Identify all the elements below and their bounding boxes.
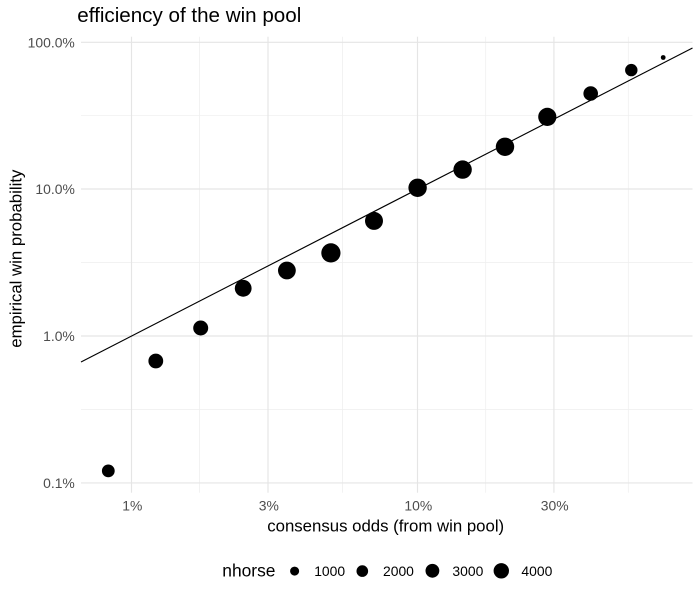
svg-text:10%: 10% <box>404 497 432 513</box>
svg-text:efficiency of the win pool: efficiency of the win pool <box>77 4 301 27</box>
svg-text:consensus odds (from win pool): consensus odds (from win pool) <box>267 516 504 535</box>
svg-text:30%: 30% <box>541 497 569 513</box>
svg-text:nhorse: nhorse <box>222 560 275 580</box>
svg-text:1000: 1000 <box>314 563 345 579</box>
svg-text:3000: 3000 <box>452 563 483 579</box>
svg-text:10.0%: 10.0% <box>35 181 74 197</box>
svg-text:0.1%: 0.1% <box>43 475 75 491</box>
svg-text:4000: 4000 <box>521 563 552 579</box>
svg-text:100.0%: 100.0% <box>28 34 75 50</box>
svg-text:3%: 3% <box>259 497 279 513</box>
svg-text:1.0%: 1.0% <box>43 328 75 344</box>
svg-text:empirical win probability: empirical win probability <box>7 169 26 348</box>
svg-text:2000: 2000 <box>383 563 414 579</box>
svg-text:1%: 1% <box>122 497 142 513</box>
